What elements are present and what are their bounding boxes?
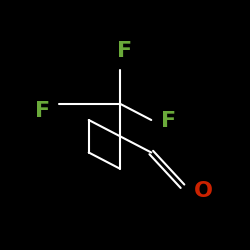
Text: F: F xyxy=(35,101,50,121)
Text: F: F xyxy=(161,111,176,131)
Text: O: O xyxy=(194,181,213,201)
Text: F: F xyxy=(118,41,132,61)
